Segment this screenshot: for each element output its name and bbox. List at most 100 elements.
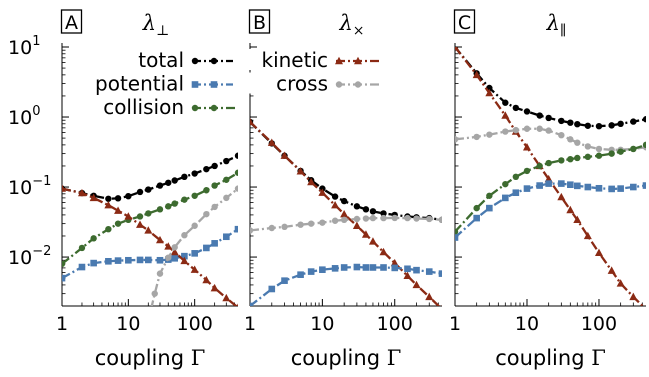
data-point-kinetic	[124, 212, 133, 220]
data-point-kinetic	[155, 235, 164, 244]
data-point-potential	[297, 271, 304, 278]
data-point-potential	[191, 250, 198, 257]
series-group	[455, 47, 646, 306]
data-point-cross	[380, 214, 387, 222]
data-point-collision	[574, 154, 581, 162]
data-point-kinetic	[236, 303, 238, 306]
data-point-collision	[211, 182, 218, 189]
data-point-cross	[391, 214, 398, 222]
data-point-cross	[211, 203, 218, 211]
data-point-collision	[223, 176, 230, 183]
data-point-total	[181, 173, 188, 181]
y-tick-exponent: 0	[32, 104, 40, 119]
data-point-kinetic	[280, 151, 289, 159]
data-point-potential	[523, 185, 531, 192]
data-point-potential	[558, 180, 565, 187]
data-point-cross	[545, 127, 552, 134]
series-line-potential	[62, 228, 238, 280]
legend-marker-kinetic	[335, 56, 343, 65]
data-point-kinetic	[403, 271, 412, 279]
panel-a: 1 10 100 coupling Γ A λ⊥	[56, 9, 238, 370]
data-point-total	[211, 162, 218, 170]
y-tick-base: 10	[8, 37, 32, 59]
data-point-cross	[369, 214, 377, 222]
data-point-cross	[148, 306, 154, 312]
data-point-potential	[203, 244, 210, 252]
panel-tag: A	[60, 9, 83, 34]
data-point-collision	[642, 141, 646, 149]
y-tick-base: 10	[8, 107, 32, 129]
data-point-potential	[268, 285, 276, 293]
data-point-total	[145, 186, 152, 193]
data-point-potential	[608, 185, 615, 193]
data-point-cross	[567, 136, 574, 143]
data-point-collision	[536, 162, 543, 170]
data-point-kinetic	[222, 293, 231, 302]
panel-title-subscript: ∥	[560, 23, 566, 39]
data-point-kinetic	[501, 111, 510, 119]
legend-marker-potential	[210, 81, 218, 88]
data-point-total	[558, 117, 565, 125]
data-point-kinetic	[250, 117, 254, 126]
data-point-cross	[250, 227, 254, 234]
x-axis-label-word: coupling	[291, 346, 387, 370]
data-point-potential	[438, 270, 442, 277]
data-point-collision	[567, 155, 574, 163]
data-point-kinetic	[318, 188, 327, 196]
data-point-potential	[425, 268, 433, 275]
data-point-potential	[404, 265, 411, 273]
legend-marker-total	[191, 57, 199, 65]
data-point-collision	[473, 204, 480, 212]
legend-bg	[233, 49, 385, 70]
data-point-collision	[171, 200, 178, 207]
data-point-kinetic	[104, 201, 113, 209]
data-point-total	[340, 197, 348, 205]
y-tick-label: 10−1	[8, 174, 51, 199]
data-point-kinetic	[566, 205, 575, 214]
y-tick-label: 100	[8, 104, 40, 129]
data-point-kinetic	[267, 138, 276, 146]
data-point-potential	[211, 240, 218, 247]
data-point-potential	[536, 182, 543, 189]
data-point-collision	[486, 192, 493, 199]
data-point-potential	[145, 256, 152, 264]
legend-marker-cross	[354, 81, 362, 88]
data-point-cross	[362, 215, 370, 222]
data-point-kinetic	[352, 221, 361, 229]
data-point-potential	[595, 184, 603, 192]
data-point-cross	[165, 254, 172, 261]
data-point-total	[567, 119, 574, 126]
data-point-total	[512, 104, 520, 112]
data-point-collision	[630, 145, 637, 153]
data-point-total	[331, 193, 339, 200]
x-axis-label-symbol: Γ	[387, 346, 402, 370]
panel-b: 1 10 100 coupling Γ B λ×	[244, 9, 442, 370]
data-point-potential	[617, 185, 624, 192]
data-point-kinetic	[441, 305, 442, 306]
data-point-total	[105, 195, 112, 202]
data-point-potential	[250, 302, 254, 306]
data-point-cross	[281, 223, 288, 231]
series-line-cross	[150, 187, 238, 306]
data-point-kinetic	[379, 247, 388, 256]
x-axis-label-word: coupling	[495, 346, 591, 370]
data-point-total	[171, 177, 178, 184]
data-point-collision	[617, 148, 624, 155]
data-point-kinetic	[89, 193, 98, 202]
data-point-total	[595, 122, 603, 130]
data-point-potential	[156, 256, 164, 264]
data-point-potential	[413, 266, 420, 274]
data-point-cross	[171, 244, 178, 251]
data-point-potential	[567, 181, 574, 188]
data-point-kinetic	[307, 177, 316, 186]
data-point-potential	[331, 265, 339, 272]
data-point-kinetic	[170, 247, 179, 256]
data-point-potential	[486, 204, 493, 212]
panel-tag-label: B	[253, 12, 266, 34]
data-point-total	[502, 99, 509, 106]
data-point-collision	[136, 213, 144, 220]
data-point-cross	[595, 145, 603, 153]
data-point-cross	[151, 290, 158, 297]
legend-marker-total	[210, 57, 218, 65]
data-point-collision	[62, 260, 66, 268]
